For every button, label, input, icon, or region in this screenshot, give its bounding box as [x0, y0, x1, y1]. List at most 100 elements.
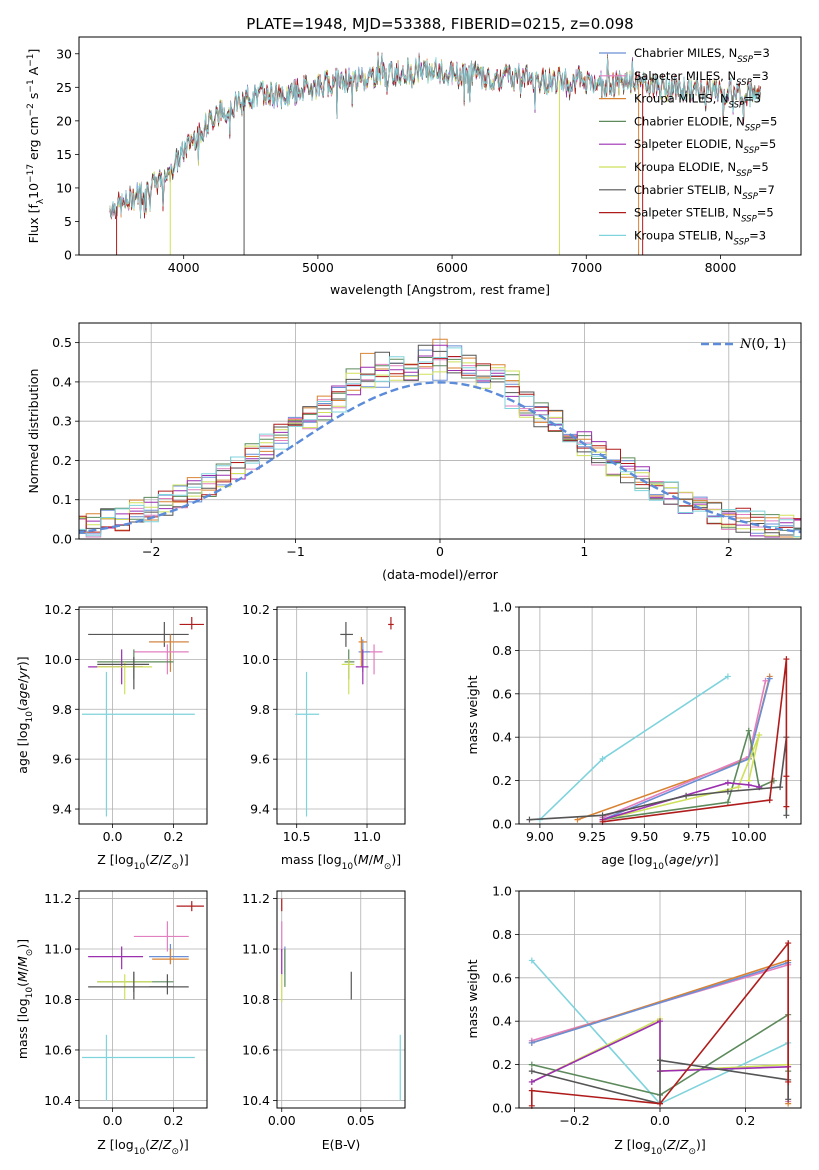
z-mass-xtick-label: 0.2: [164, 1113, 184, 1128]
z-age-ytick-label: 10.2: [44, 602, 72, 617]
z-weight-ytick-label: 0.8: [492, 927, 512, 942]
age-weight-marker: [783, 656, 790, 663]
mass-age-points: [295, 616, 394, 817]
spectrum-xtick-label: 6000: [436, 260, 468, 275]
residuals-ylabel: Normed distribution: [26, 369, 41, 494]
z-age-axes-frame: [78, 606, 208, 825]
spectrum-xtick-label: 7000: [570, 260, 602, 275]
spectrum-line-kroupa-stelib: [109, 53, 761, 219]
spectrum-xtick-label: 4000: [168, 260, 200, 275]
residuals-xtick-label: 0: [436, 544, 444, 559]
spectrum-xtick-label: 8000: [705, 260, 737, 275]
mass-age-axes-frame: [276, 606, 406, 825]
ebv-mass-points: [281, 898, 401, 1101]
z-mass-ytick-label: 11.2: [44, 891, 72, 906]
z-weight-ylabel: mass weight: [465, 959, 480, 1038]
age-weight-marker: [683, 792, 690, 799]
age-weight-marker: [756, 732, 763, 739]
age-weight-xtick-label: 9.50: [630, 829, 658, 844]
z-weight-marker: [528, 957, 535, 964]
z-weight-marker: [528, 1061, 535, 1068]
mass-age-ytick-label: 9.6: [250, 752, 270, 767]
spectrum-ytick-label: 0: [64, 248, 72, 263]
z-weight-marker: [657, 1100, 663, 1107]
age-weight-line-kroupa-elodie: [602, 734, 760, 821]
residuals-xtick-label: −2: [142, 544, 160, 559]
ebv-mass-ytick-label: 10.4: [242, 1093, 270, 1108]
spectrum-legend-label: Salpeter ELODIE, NSSP=5: [634, 137, 776, 156]
z-weight-ytick-label: 0.4: [492, 1014, 512, 1029]
age-weight-xtick-label: 9.00: [526, 829, 554, 844]
residuals-ytick-label: 0.4: [52, 374, 72, 389]
age-weight-marker: [766, 797, 773, 804]
z-weight-line-chabrier-miles: [531, 961, 789, 1044]
z-weight-marker: [528, 1068, 535, 1075]
mass-age-ytick-label: 10.0: [242, 652, 270, 667]
residuals-xtick-label: 2: [725, 544, 733, 559]
z-weight-marker: [657, 1018, 663, 1025]
age-weight-ytick-label: 0.4: [492, 730, 512, 745]
age-weight-marker: [783, 812, 790, 819]
z-mass-ylabel: mass [log10(M/M⊙)]: [15, 939, 35, 1059]
age-weight-marker: [599, 755, 606, 762]
z-mass-ytick-label: 11.0: [44, 942, 72, 957]
z-mass-xtick-label: 0.0: [103, 1113, 123, 1128]
z-weight-xtick-label: 0.0: [650, 1113, 670, 1128]
z-age-xtick-label: 0.2: [164, 829, 184, 844]
mass-age-xlabel: mass [log10(M/M⊙)]: [281, 852, 401, 872]
z-weight-ytick-label: 0.0: [492, 1101, 512, 1116]
z-weight-line-salpeter-elodie: [531, 1019, 789, 1083]
age-weight-line-chabrier-stelib: [529, 737, 788, 821]
age-weight-ytick-label: 0.6: [492, 686, 512, 701]
mass-age-xtick-label: 11.0: [353, 829, 381, 844]
z-weight-xtick-label: −0.2: [559, 1113, 589, 1128]
spectrum-ytick-label: 5: [64, 214, 72, 229]
z-weight-marker: [785, 1096, 792, 1103]
z-mass-ytick-label: 10.4: [44, 1093, 72, 1108]
age-weight-marker: [735, 784, 742, 791]
age-weight-marker: [574, 816, 581, 823]
z-mass-points: [82, 901, 204, 1101]
z-mass-ytick-label: 10.6: [44, 1042, 72, 1057]
age-weight-marker: [724, 788, 731, 795]
spectrum-legend-label: Salpeter STELIB, NSSP=5: [634, 206, 774, 225]
age-weight-ylabel: mass weight: [465, 675, 480, 754]
age-weight-xtick-label: 9.75: [683, 829, 711, 844]
residuals-ytick-label: 0.1: [52, 492, 72, 507]
z-weight-marker: [528, 1078, 535, 1085]
z-weight-marker: [785, 940, 792, 947]
age-weight-marker: [724, 779, 731, 786]
spectrum-ytick-label: 30: [56, 46, 72, 61]
spectrum-ylabel: Flux [fλ10−17 erg cm−2 s−1 A−1]: [26, 49, 46, 244]
z-age-ytick-label: 9.8: [52, 702, 72, 717]
z-weight-ytick-label: 0.2: [492, 1057, 512, 1072]
z-weight-marker: [657, 1057, 663, 1064]
mass-age-ytick-label: 10.2: [242, 602, 270, 617]
age-weight-ytick-label: 0.8: [492, 643, 512, 658]
age-weight-line-kroupa-stelib: [539, 675, 729, 821]
spectrum-legend-label: Kroupa MILES, NSSP=3: [634, 92, 761, 111]
age-weight-marker: [724, 673, 731, 680]
spectrum-xtick-label: 5000: [302, 260, 334, 275]
residuals-ytick-label: 0.0: [52, 532, 72, 547]
spectrum-ytick-label: 20: [56, 113, 72, 128]
age-weight-marker: [599, 812, 606, 819]
z-age-ylabel: age [log10(age/yr)]: [15, 656, 35, 773]
spectrum-ytick-label: 25: [56, 80, 72, 95]
age-weight-xtick-label: 10.00: [731, 829, 767, 844]
residuals-histogram-chabrier-stelib: [79, 344, 801, 536]
spectrum-title: PLATE=1948, MJD=53388, FIBERID=0215, z=0…: [246, 15, 633, 33]
age-weight-ytick-label: 0.2: [492, 773, 512, 788]
z-weight-axes-frame: [518, 890, 802, 1109]
ebv-mass-xtick-label: 0.00: [268, 1113, 296, 1128]
age-weight-ytick-label: 0.0: [492, 817, 512, 832]
z-weight-marker: [528, 1039, 535, 1046]
age-weight-marker: [762, 677, 769, 684]
age-weight-xlabel: age [log10(age/yr)]: [601, 852, 718, 872]
z-weight-marker: [785, 1078, 792, 1085]
z-mass-ytick-label: 10.8: [44, 992, 72, 1007]
ebv-mass-xtick-label: 0.05: [347, 1113, 375, 1128]
spectrum-legend-label: Kroupa STELIB, NSSP=3: [634, 228, 766, 247]
ebv-mass-ytick-label: 11.0: [242, 942, 270, 957]
